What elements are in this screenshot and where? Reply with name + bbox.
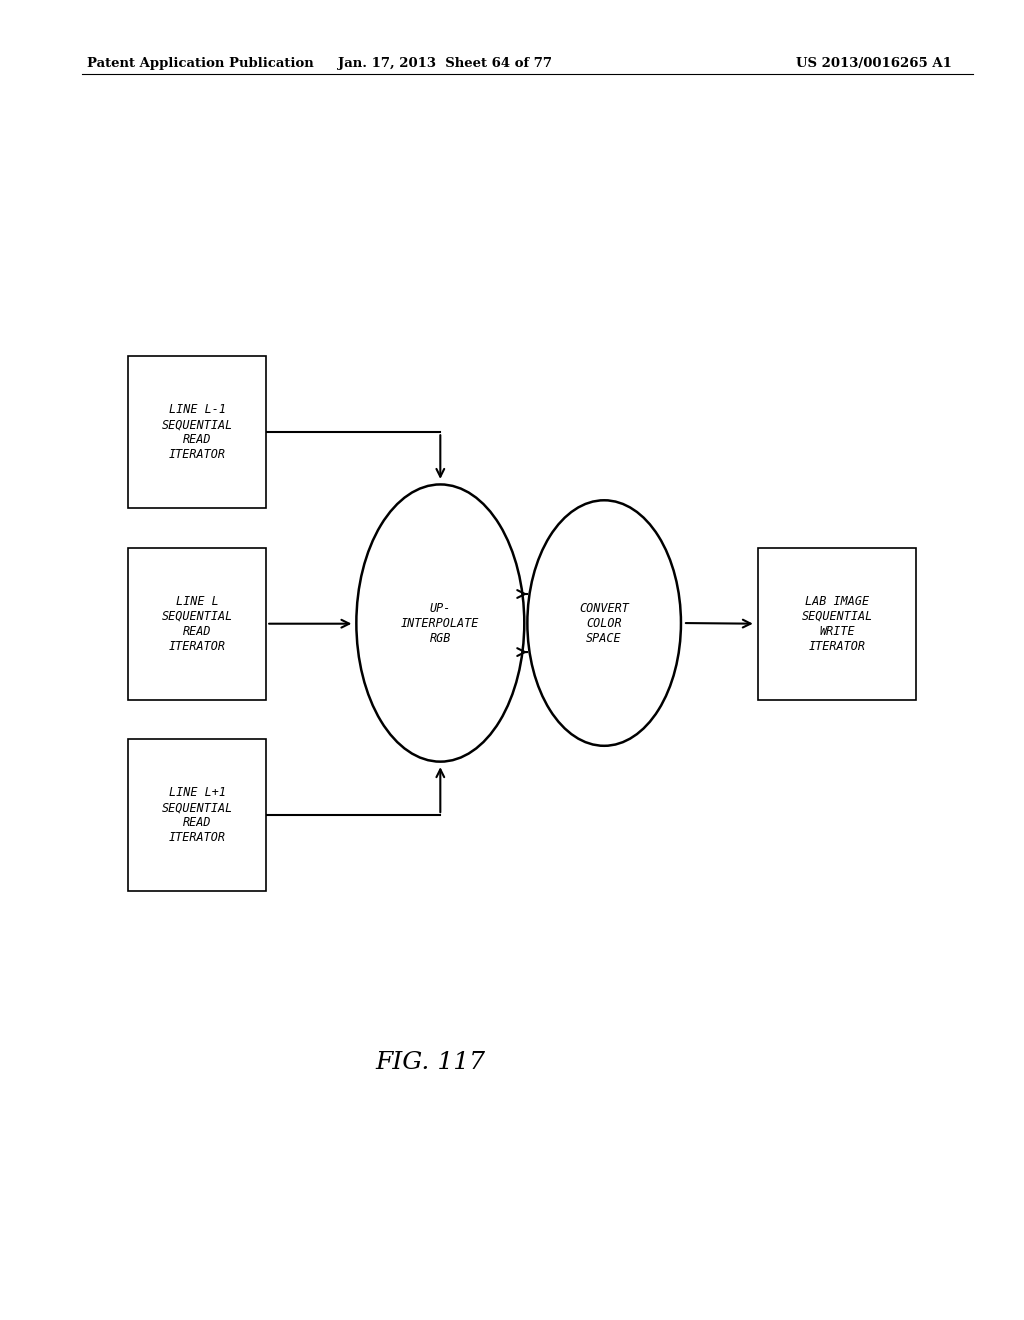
Ellipse shape [356, 484, 524, 762]
Text: UP-
INTERPOLATE
RGB: UP- INTERPOLATE RGB [401, 602, 479, 644]
Bar [128, 739, 266, 891]
Text: LINE L+1
SEQUENTIAL
READ
ITERATOR: LINE L+1 SEQUENTIAL READ ITERATOR [162, 787, 232, 843]
Text: LINE L
SEQUENTIAL
READ
ITERATOR: LINE L SEQUENTIAL READ ITERATOR [162, 595, 232, 652]
Text: Jan. 17, 2013  Sheet 64 of 77: Jan. 17, 2013 Sheet 64 of 77 [339, 57, 552, 70]
Text: Patent Application Publication: Patent Application Publication [87, 57, 313, 70]
Bar [128, 356, 266, 508]
Text: US 2013/0016265 A1: US 2013/0016265 A1 [797, 57, 952, 70]
Bar [758, 548, 916, 700]
Ellipse shape [527, 500, 681, 746]
Text: FIG. 117: FIG. 117 [375, 1051, 485, 1074]
Text: CONVERT
COLOR
SPACE: CONVERT COLOR SPACE [580, 602, 629, 644]
Text: LINE L-1
SEQUENTIAL
READ
ITERATOR: LINE L-1 SEQUENTIAL READ ITERATOR [162, 404, 232, 461]
Text: LAB IMAGE
SEQUENTIAL
WRITE
ITERATOR: LAB IMAGE SEQUENTIAL WRITE ITERATOR [802, 595, 872, 652]
Bar [128, 548, 266, 700]
